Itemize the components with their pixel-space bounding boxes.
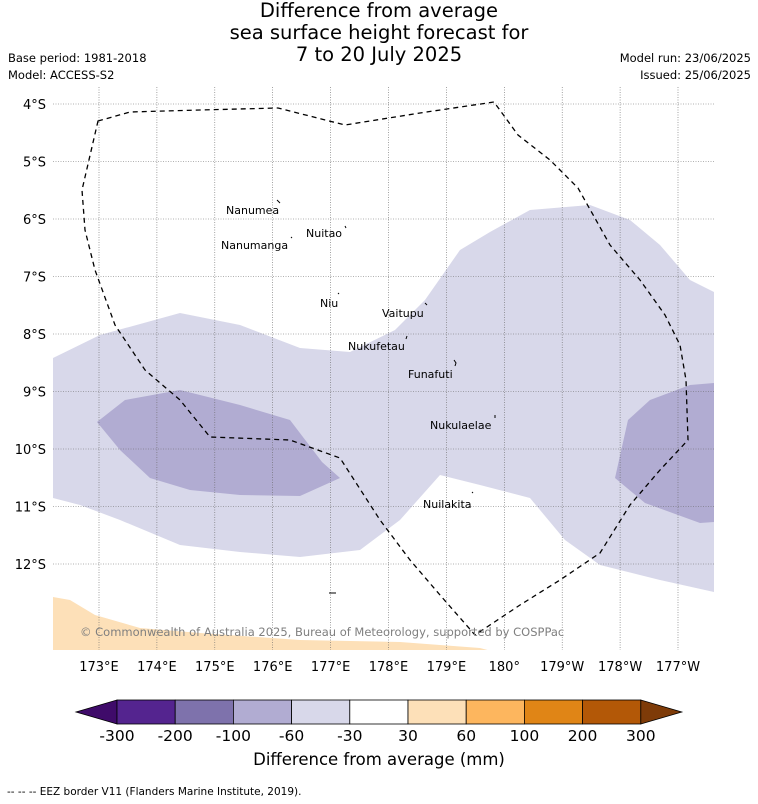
issued-date: Issued: 25/06/2025: [640, 68, 751, 82]
lat-label: 4°S: [23, 98, 46, 113]
anomaly-region-pos30: [53, 597, 488, 650]
meta-left: Base period: 1981-2018 Model: ACCESS-S2: [8, 50, 147, 84]
island-vaitupu: [424, 302, 428, 306]
place-label-nukulaelae: Nukulaelae: [430, 419, 492, 432]
lat-label: 8°S: [23, 328, 46, 343]
meta-right: Model run: 23/06/2025 Issued: 25/06/2025: [620, 50, 751, 84]
lat-label: 12°S: [15, 558, 46, 573]
island-nanumanga: [290, 236, 293, 239]
colorbar-extend-low: [74, 699, 118, 725]
lon-label: 175°E: [195, 660, 235, 675]
colorbar-segment: [232, 699, 292, 725]
lon-label: 180°: [489, 660, 520, 675]
lat-label: 9°S: [23, 386, 46, 401]
lon-label: 178°W: [598, 660, 642, 675]
colorbar-segment: [524, 699, 584, 725]
eez-legend-footer: -- -- -- EEZ border V11 (Flanders Marine…: [7, 786, 302, 798]
colorbar-tick: 200: [568, 727, 598, 745]
title-line-2: sea surface height forecast for: [229, 21, 529, 44]
colorbar-tick: 30: [398, 727, 418, 745]
island-nuilakita: [471, 491, 474, 494]
colorbar-segment: [116, 699, 176, 725]
colorbar: [74, 699, 684, 725]
colorbar-segment: [349, 699, 409, 725]
anomaly-region-neg100-west: [97, 390, 340, 496]
islands: [276, 199, 496, 594]
lat-label: 6°S: [23, 213, 46, 228]
lat-label: 10°S: [15, 443, 46, 458]
colorbar-tick: -200: [158, 727, 193, 745]
colorbar-segment: [407, 699, 467, 725]
colorbar-tick: 60: [456, 727, 476, 745]
latitude-labels: 4°S 5°S 6°S 7°S 8°S 9°S 10°S 11°S 12°S: [15, 98, 46, 573]
place-label-niu: Niu: [320, 297, 338, 310]
colorbar-extend-high: [640, 699, 684, 725]
eez-border: [81, 101, 689, 636]
title-line-1: Difference from average: [259, 0, 499, 22]
lon-label: 177°W: [656, 660, 700, 675]
lon-label: 173°E: [79, 660, 119, 675]
place-label-vaitupu: Vaitupu: [382, 307, 424, 320]
colorbar-tick: -30: [337, 727, 362, 745]
place-label-nanumanga: Nanumanga: [221, 239, 288, 252]
colorbar-tick: 300: [626, 727, 656, 745]
anomaly-region-neg60: [53, 205, 714, 592]
base-period: Base period: 1981-2018: [8, 51, 147, 65]
colorbar-segment: [582, 699, 642, 725]
lon-label: 177°E: [311, 660, 351, 675]
anomaly-region-neg100-east: [615, 383, 714, 523]
colorbar-segment: [174, 699, 234, 725]
place-label-nanumea: Nanumea: [226, 204, 279, 217]
colorbar-tick: -300: [99, 727, 134, 745]
colorbar-tick: -60: [279, 727, 304, 745]
lat-label: 5°S: [23, 156, 46, 171]
title-line-3: 7 to 20 July 2025: [295, 43, 463, 66]
colorbar-tick: -100: [216, 727, 251, 745]
longitude-labels: 173°E 174°E 175°E 176°E 177°E 178°E 179°E 180° 1…: [79, 660, 700, 675]
copyright-notice: © Commonwealth of Australia 2025, Bureau…: [80, 625, 564, 639]
colorbar-segment: [291, 699, 351, 725]
plot-area: Nanumea Nuitao Nanumanga Niu Vaitupu Nuk…: [53, 87, 714, 650]
place-label-nukufetau: Nukufetau: [348, 340, 405, 353]
lon-label: 178°E: [369, 660, 409, 675]
island-niu: [337, 292, 340, 295]
place-label-funafuti: Funafuti: [408, 368, 453, 381]
place-label-nuilakita: Nuilakita: [423, 498, 472, 511]
graticule: [53, 87, 714, 650]
island-nanumea: [276, 199, 281, 204]
lon-label: 179°W: [540, 660, 584, 675]
colorbar-title: Difference from average (mm): [253, 750, 505, 769]
colorbar-tick: 100: [510, 727, 540, 745]
island-nuitao: [344, 225, 347, 229]
colorbar-segment: [465, 699, 525, 725]
lat-label: 7°S: [23, 271, 46, 286]
colorbar-tick-labels: -300 -200 -100 -60 -30 30 60 100 200 300: [99, 727, 655, 745]
lon-label: 176°E: [253, 660, 293, 675]
chart-title: Difference from average sea surface heig…: [0, 0, 758, 66]
lat-label: 11°S: [15, 501, 46, 516]
model-name: Model: ACCESS-S2: [8, 68, 115, 82]
island-funafuti: [453, 359, 457, 367]
model-run: Model run: 23/06/2025: [619, 51, 751, 65]
lon-label: 174°E: [137, 660, 177, 675]
island-nukufetau: [405, 335, 408, 340]
lon-label: 179°E: [427, 660, 467, 675]
place-label-nuitao: Nuitao: [306, 227, 342, 240]
